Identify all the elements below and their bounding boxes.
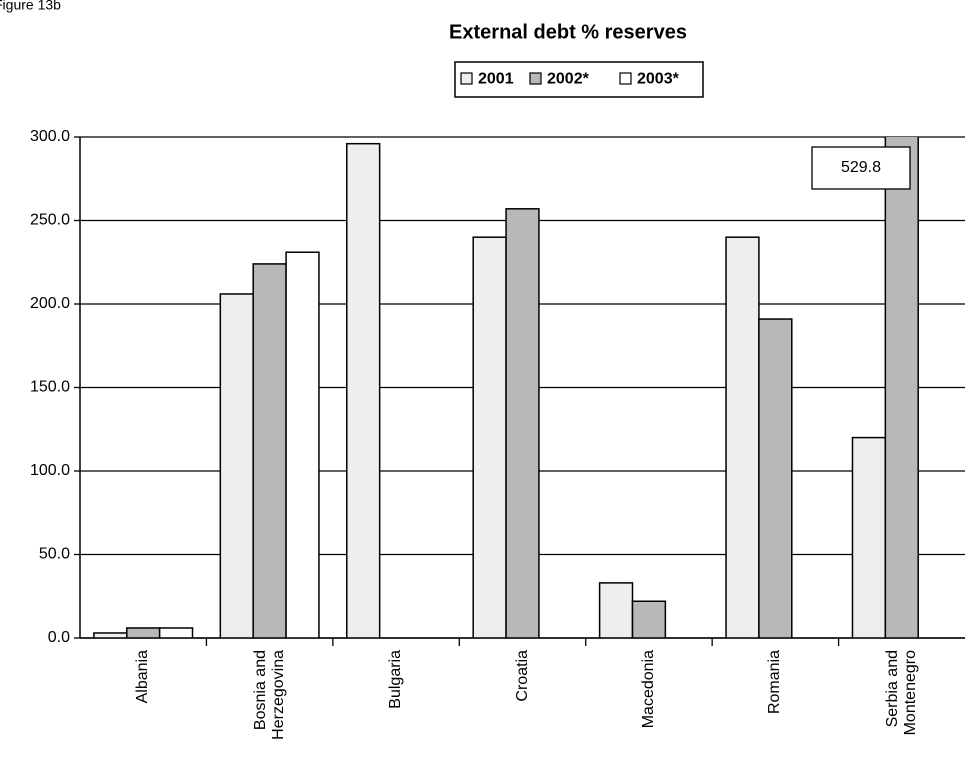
bar xyxy=(631,600,667,638)
legend-label: 2001 xyxy=(478,71,514,88)
x-tick-label: Bulgaria xyxy=(387,650,405,709)
value-label: 529.8 xyxy=(841,159,881,176)
bar xyxy=(158,627,194,638)
legend-swatch xyxy=(619,72,632,85)
bar xyxy=(758,318,793,638)
figure-label: Figure 13b xyxy=(0,0,61,13)
bar xyxy=(93,632,128,638)
legend-label: 2003* xyxy=(637,71,680,88)
bar xyxy=(884,137,919,638)
y-tick-label: 200.0 xyxy=(30,295,70,312)
y-tick-label: 0.0 xyxy=(48,629,70,646)
x-tick-label: Albania xyxy=(134,650,152,704)
chart-title: External debt % reserves xyxy=(449,21,687,43)
x-tick-label: Serbia and Montenegro xyxy=(883,650,919,736)
bar xyxy=(126,627,161,638)
bar xyxy=(598,582,634,638)
x-tick-label: Croatia xyxy=(513,650,531,702)
y-tick-label: 100.0 xyxy=(30,462,70,479)
y-tick-label: 50.0 xyxy=(39,546,70,563)
bar xyxy=(346,142,381,638)
bar xyxy=(252,263,287,638)
bar xyxy=(851,436,887,638)
legend-swatch xyxy=(529,72,542,85)
legend-swatch xyxy=(460,72,473,85)
bar xyxy=(725,236,760,638)
bar xyxy=(505,208,540,638)
legend-box xyxy=(454,61,704,98)
x-tick-label: Romania xyxy=(766,650,784,715)
bar xyxy=(472,236,507,638)
bars xyxy=(93,137,919,638)
legend-label: 2002* xyxy=(547,71,590,88)
x-tick-label: Bosnia and Herzegovina xyxy=(251,650,287,740)
x-tick-label: Macedonia xyxy=(639,650,657,729)
bar xyxy=(219,293,254,638)
y-tick-label: 250.0 xyxy=(30,212,70,229)
y-tick-label: 150.0 xyxy=(30,379,70,396)
bar xyxy=(285,251,320,638)
value-label-box xyxy=(811,146,911,190)
y-tick-label: 300.0 xyxy=(30,128,70,145)
